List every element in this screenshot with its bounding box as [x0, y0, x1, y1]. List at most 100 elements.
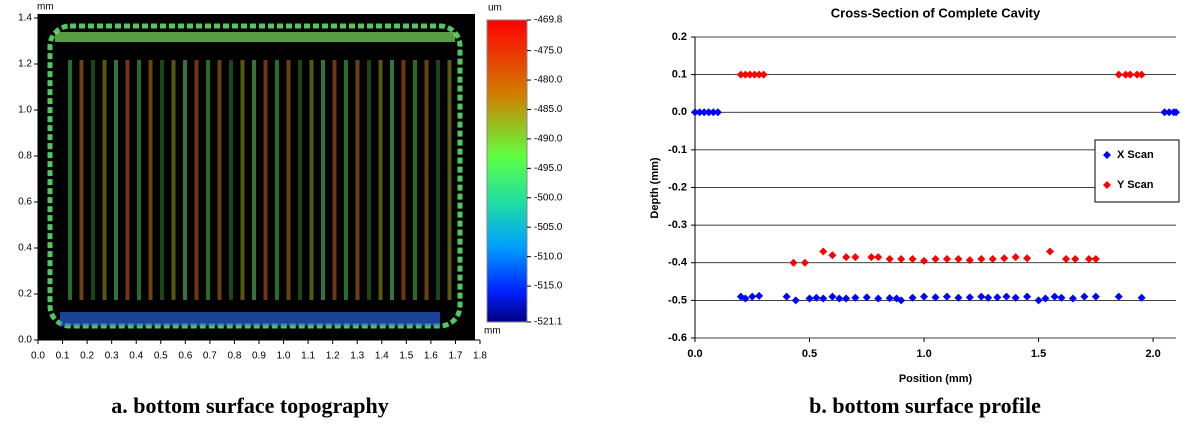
point [812, 293, 821, 302]
point [791, 296, 800, 305]
texture-band [55, 32, 455, 42]
point [713, 108, 722, 117]
point [1023, 292, 1032, 301]
point [1046, 247, 1055, 256]
colorbar-tick-label: -495.0 [534, 163, 563, 174]
legend-label: X Scan [1117, 149, 1154, 161]
caption: a. bottom surface topography [111, 393, 388, 418]
texture-stripe [298, 60, 302, 300]
texture-stripe [321, 60, 325, 300]
texture-stripe [148, 60, 153, 300]
point [805, 294, 814, 303]
x-tick-label: 0.8 [227, 351, 241, 362]
y-tick-label: -0.2 [668, 181, 687, 193]
x-tick-label: 1.2 [326, 351, 340, 362]
point [942, 292, 951, 301]
point [920, 256, 929, 265]
y-tick-label: -0.1 [668, 144, 687, 156]
texture-stripe [171, 60, 176, 300]
point [1034, 296, 1043, 305]
point [745, 70, 754, 79]
x-tick-label: 1.5 [1031, 348, 1046, 360]
point [874, 294, 883, 303]
profile-panel: Cross-Section of Complete Cavity 0.2 0.1 0.… [649, 5, 1180, 418]
y-unit: mm [37, 2, 54, 13]
texture-stripe [206, 60, 210, 300]
texture-stripe [91, 60, 95, 300]
point [867, 253, 876, 262]
y-tick-label: -0.3 [668, 219, 687, 231]
point [1062, 254, 1071, 263]
texture-stripe [229, 60, 233, 300]
point [750, 70, 759, 79]
point [819, 294, 828, 303]
texture-stripe [240, 60, 245, 300]
y-tick-label: -0.6 [668, 332, 687, 344]
point [908, 254, 917, 263]
x-tick-label: 0.1 [56, 351, 70, 362]
x-tick-label: 1.0 [916, 348, 931, 360]
colorbar-tick-label: -500.0 [534, 192, 563, 203]
point [954, 254, 963, 263]
y-axis-label: Depth (mm) [649, 157, 661, 218]
texture-stripe [401, 60, 406, 300]
point [759, 70, 768, 79]
point [1114, 292, 1123, 301]
x-tick-label: 1.6 [424, 351, 438, 362]
point [1126, 70, 1135, 79]
texture-stripe [160, 60, 164, 300]
legend-marker [1103, 181, 1111, 189]
point [1114, 70, 1123, 79]
y-tick-label: 0.2 [18, 289, 32, 300]
point [1071, 254, 1080, 263]
x-tick-label: 1.8 [473, 351, 487, 362]
texture-stripe [390, 60, 394, 300]
y-tick-label: 1.4 [18, 13, 32, 24]
point [695, 108, 704, 117]
x-tick-label: 1.7 [448, 351, 462, 362]
point [931, 293, 940, 302]
point [897, 254, 906, 263]
x-tick-label: 1.4 [375, 351, 389, 362]
point [965, 256, 974, 265]
topography-panel: 0.0 0.2 0.4 0.6 0.8 1.0 1.2 1.4 0.0 0.1 0.2 0.3 0.4 0… [18, 2, 563, 418]
point [748, 292, 757, 301]
texture-stripe [436, 60, 440, 300]
colorbar-tick-label: -521.1 [534, 317, 563, 328]
texture-stripe [125, 60, 130, 300]
point [862, 293, 871, 302]
x-tick-label: 0.7 [203, 351, 217, 362]
point [1080, 292, 1089, 301]
colorbar-tick-label: -485.0 [534, 104, 563, 115]
point [1091, 254, 1100, 263]
point [908, 293, 917, 302]
legend-box [1094, 139, 1180, 203]
point [1137, 293, 1146, 302]
point [741, 294, 750, 303]
texture-stripe [263, 60, 268, 300]
point [920, 292, 929, 301]
point [1091, 292, 1100, 301]
texture-stripe [137, 60, 141, 300]
texture-band [60, 312, 440, 326]
texture-stripe [68, 60, 72, 300]
texture-stripe [378, 60, 383, 300]
colorbar [486, 19, 528, 323]
chart-title: Cross-Section of Complete Cavity [831, 5, 1041, 20]
texture-stripe [344, 60, 348, 300]
point [885, 294, 894, 303]
point [1050, 292, 1059, 301]
point [709, 108, 718, 117]
texture-stripe [332, 60, 337, 300]
point [1137, 70, 1146, 79]
point [835, 294, 844, 303]
y-tick-label: -0.5 [668, 294, 687, 306]
point [954, 293, 963, 302]
x-tick-label: 0.5 [802, 348, 817, 360]
x-tick-label: 0.2 [80, 351, 94, 362]
point [965, 293, 974, 302]
point [842, 253, 851, 262]
point [828, 251, 837, 260]
texture-stripe [79, 60, 84, 300]
